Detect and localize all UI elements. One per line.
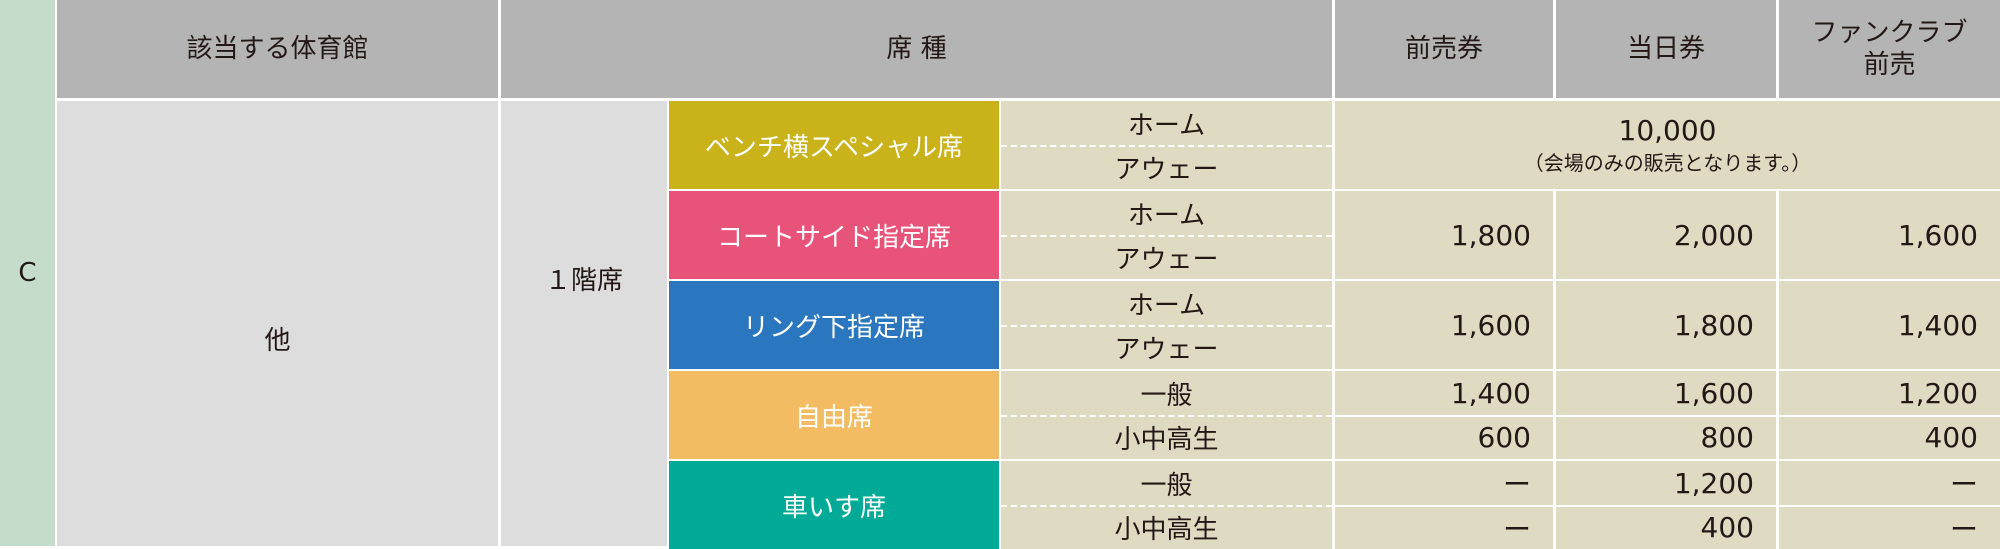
price-same-day: 1,200 — [1556, 461, 1776, 505]
header-fanclub-line1: ファンクラブ — [1811, 18, 1968, 48]
price-fanclub-text: 1,200 — [1897, 376, 1978, 410]
merged-price-cell-text: 10,000 — [1618, 114, 1717, 147]
floor-cell: １階席 — [501, 101, 667, 546]
header-venue: 該当する体育館 — [57, 0, 498, 98]
price-fanclub-text: 400 — [1924, 421, 1978, 454]
header-seat-type-label: 席 種 — [886, 34, 947, 64]
seat-type-cell-text: コートサイド指定席 — [716, 222, 951, 253]
price-advance: 600 — [1335, 416, 1553, 459]
price-fanclub-text: 1,600 — [1897, 218, 1978, 252]
price-advance-text: 1,600 — [1450, 308, 1531, 342]
sub-type-label: ホーム — [1127, 200, 1206, 231]
merged-price-note: （会場のみの販売となります。） — [1523, 151, 1812, 175]
seat-type-cell: ベンチ横スペシャル席 — [669, 101, 999, 189]
price-advance: ー — [1335, 506, 1553, 549]
seat-type-cell-text: 車いす席 — [781, 492, 886, 523]
seat-type-cell: 車いす席 — [669, 461, 999, 549]
divider — [1779, 415, 2000, 417]
header-seat-type: 席 種 — [501, 0, 1332, 98]
price-fanclub: 1,600 — [1779, 191, 2000, 279]
price-advance: 1,600 — [1335, 281, 1553, 369]
price-advance: 1,400 — [1335, 371, 1553, 415]
price-fanclub-text: 1,400 — [1897, 308, 1978, 342]
price-fanclub: ー — [1779, 506, 2000, 549]
sub-type-label: アウェー — [1114, 244, 1219, 275]
seat-type-cell: リング下指定席 — [669, 281, 999, 369]
price-same-day-text: 800 — [1700, 421, 1754, 454]
price-same-day: 400 — [1556, 506, 1776, 549]
section-strip: C — [0, 0, 55, 546]
divider — [1335, 415, 1553, 417]
price-advance-text: 600 — [1477, 421, 1531, 454]
divider — [1001, 325, 1332, 327]
price-same-day-text: 1,600 — [1673, 376, 1754, 410]
price-same-day: 1,600 — [1556, 371, 1776, 415]
floor-value: １階席 — [544, 266, 623, 296]
price-advance-text: 1,800 — [1450, 218, 1531, 252]
sub-type-label: 小中高生 — [1114, 424, 1219, 455]
header-same-day: 当日券 — [1556, 0, 1776, 98]
header-same-day-label: 当日券 — [1626, 34, 1705, 64]
price-same-day-text: 2,000 — [1673, 218, 1754, 252]
venue-value: 他 — [264, 326, 291, 356]
divider — [1335, 505, 1553, 507]
seat-type-cell-text: 自由席 — [794, 402, 873, 433]
seat-type-cell-text: ベンチ横スペシャル席 — [704, 132, 964, 163]
price-fanclub-text: ー — [1949, 512, 1978, 546]
price-fanclub: ー — [1779, 461, 2000, 505]
divider — [1001, 145, 1332, 147]
header-venue-label: 該当する体育館 — [186, 34, 369, 64]
sub-type-label: ホーム — [1127, 110, 1206, 141]
price-same-day: 800 — [1556, 416, 1776, 459]
header-fanclub: ファンクラブ 前売 — [1779, 0, 2000, 98]
sub-type-label: ホーム — [1127, 290, 1206, 321]
divider — [1556, 415, 1776, 417]
price-advance: ー — [1335, 461, 1553, 505]
price-same-day: 1,800 — [1556, 281, 1776, 369]
divider — [1001, 235, 1332, 237]
price-advance-text: 1,400 — [1450, 376, 1531, 410]
price-fanclub: 1,200 — [1779, 371, 2000, 415]
seat-type-cell: コートサイド指定席 — [669, 191, 999, 279]
price-fanclub: 1,400 — [1779, 281, 2000, 369]
venue-cell: 他 — [57, 101, 498, 546]
sub-type-label: 一般 — [1140, 470, 1193, 501]
sub-type-label: アウェー — [1114, 334, 1219, 365]
sub-type-label: 小中高生 — [1114, 514, 1219, 545]
header-fanclub-line2: 前売 — [1863, 50, 1916, 80]
sub-type-label: アウェー — [1114, 154, 1219, 185]
price-advance-text: ー — [1502, 468, 1531, 501]
seat-type-cell: 自由席 — [669, 371, 999, 459]
section-label: C — [18, 258, 37, 288]
header-advance-label: 前売券 — [1404, 34, 1483, 64]
divider — [1556, 505, 1776, 507]
price-fanclub: 400 — [1779, 416, 2000, 459]
divider — [1001, 505, 1332, 507]
price-fanclub-text: ー — [1949, 468, 1978, 501]
price-advance: 1,800 — [1335, 191, 1553, 279]
divider — [1001, 415, 1332, 417]
price-same-day: 2,000 — [1556, 191, 1776, 279]
seat-type-cell-text: リング下指定席 — [742, 312, 925, 343]
price-same-day-text: 400 — [1700, 511, 1754, 544]
sub-type-label: 一般 — [1140, 380, 1193, 411]
price-same-day-text: 1,200 — [1673, 466, 1754, 500]
divider — [1779, 505, 2000, 507]
merged-price-cell: 10,000 （会場のみの販売となります。） — [1335, 101, 2000, 189]
header-advance: 前売券 — [1335, 0, 1553, 98]
price-advance-text: ー — [1502, 512, 1531, 546]
price-same-day-text: 1,800 — [1673, 308, 1754, 342]
